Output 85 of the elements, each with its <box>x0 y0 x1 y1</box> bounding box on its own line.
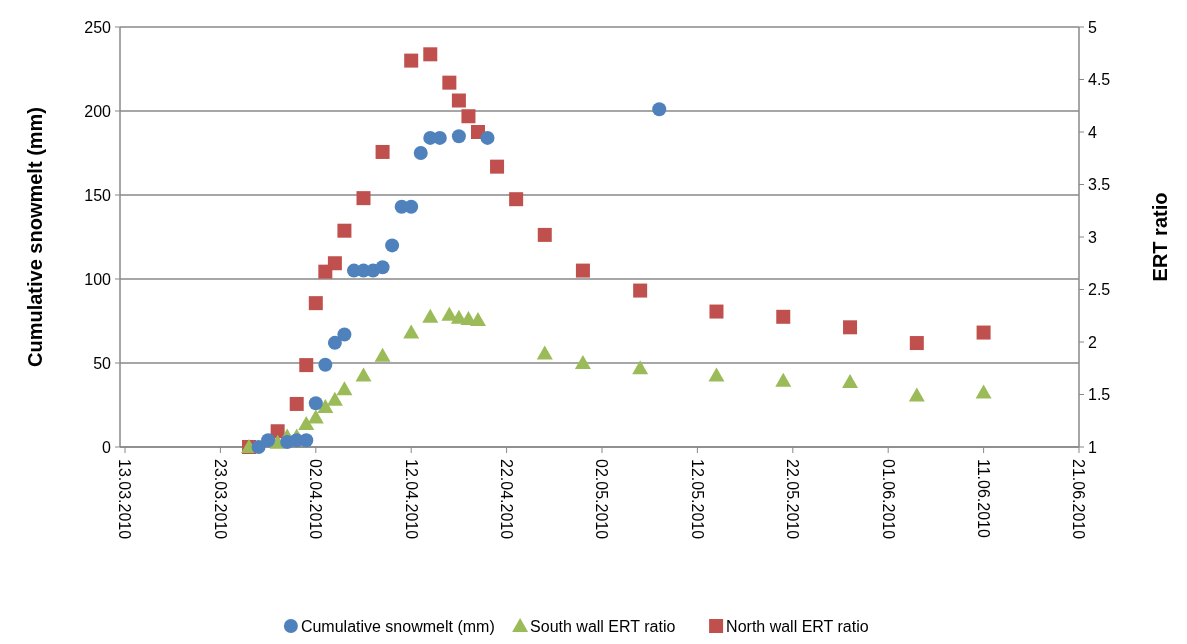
point <box>461 109 476 124</box>
y-tick-label: 200 <box>84 102 112 120</box>
point <box>307 409 324 424</box>
x-tick-label: 23.03.2010 <box>211 459 229 540</box>
x-tick-label: 12.04.2010 <box>402 459 420 540</box>
y2-tick-label: 2.5 <box>1088 281 1111 299</box>
point <box>574 355 591 369</box>
point <box>908 387 925 402</box>
point <box>708 367 725 382</box>
y-tick-label: 100 <box>84 270 112 288</box>
x-tick-label: 13.03.2010 <box>116 459 134 540</box>
y2-tick-label: 1.5 <box>1088 386 1111 404</box>
point <box>842 373 859 388</box>
y2-tick-label: 1 <box>1088 438 1097 456</box>
point <box>775 372 792 387</box>
point <box>632 360 649 375</box>
point <box>374 347 391 362</box>
point <box>422 308 439 323</box>
point <box>509 192 524 207</box>
y2-tick-label: 4.5 <box>1088 71 1111 89</box>
point <box>251 440 266 454</box>
point <box>385 238 400 253</box>
point <box>536 345 553 360</box>
point <box>975 384 992 399</box>
point <box>356 191 371 206</box>
point <box>709 304 724 319</box>
legend-label: North wall ERT ratio <box>726 617 869 635</box>
point <box>480 130 495 145</box>
legend-label: South wall ERT ratio <box>530 617 676 635</box>
point <box>909 336 924 351</box>
point <box>451 129 466 144</box>
x-tick-label: 11.06.2010 <box>975 459 992 538</box>
point <box>976 325 991 340</box>
point <box>537 227 552 242</box>
point <box>308 396 323 411</box>
point <box>633 283 648 298</box>
y2-axis-title: ERT ratio <box>1149 192 1171 282</box>
point <box>469 311 486 326</box>
y2-tick-label: 2 <box>1088 333 1097 351</box>
point <box>261 433 276 448</box>
point <box>337 223 352 238</box>
point <box>442 75 457 90</box>
y-tick-label: 50 <box>93 354 112 372</box>
y2-tick-label: 3.5 <box>1088 176 1111 194</box>
point <box>327 335 342 350</box>
x-tick-label: 01.06.2010 <box>879 459 897 540</box>
point <box>337 327 352 342</box>
point <box>575 263 590 278</box>
point <box>404 53 419 68</box>
point <box>451 93 466 108</box>
point <box>776 309 791 324</box>
point <box>289 396 304 411</box>
y-axis-title: Cumulative snowmelt (mm) <box>24 106 46 368</box>
point <box>318 357 333 372</box>
x-tick-label: 22.05.2010 <box>784 459 802 540</box>
point <box>336 381 353 396</box>
x-tick-label: 02.05.2010 <box>593 459 611 540</box>
point <box>843 320 858 335</box>
y2-tick-label: 5 <box>1088 18 1097 36</box>
y-tick-label: 150 <box>84 186 112 204</box>
point <box>308 296 323 311</box>
y-tick-label: 250 <box>84 18 112 36</box>
point <box>299 358 314 373</box>
y2-tick-label: 4 <box>1088 123 1097 141</box>
point <box>375 260 390 275</box>
point <box>403 324 420 339</box>
x-tick-label: 22.04.2010 <box>498 459 515 540</box>
point <box>413 146 428 160</box>
point <box>299 433 314 448</box>
point <box>404 199 419 214</box>
point <box>375 144 390 159</box>
point <box>423 47 438 62</box>
point <box>326 391 343 406</box>
y2-tick-label: 3 <box>1088 228 1097 246</box>
x-tick-label: 02.04.2010 <box>307 459 325 540</box>
point <box>317 399 334 414</box>
point <box>355 367 372 382</box>
point <box>327 256 342 271</box>
legend-label: Cumulative snowmelt (mm) <box>300 617 495 635</box>
point <box>652 102 667 117</box>
y-tick-label: 0 <box>102 438 112 456</box>
x-tick-label: 12.05.2010 <box>688 459 706 540</box>
point <box>298 415 315 430</box>
x-tick-label: 21.06.2010 <box>1070 459 1088 540</box>
point <box>490 159 505 174</box>
